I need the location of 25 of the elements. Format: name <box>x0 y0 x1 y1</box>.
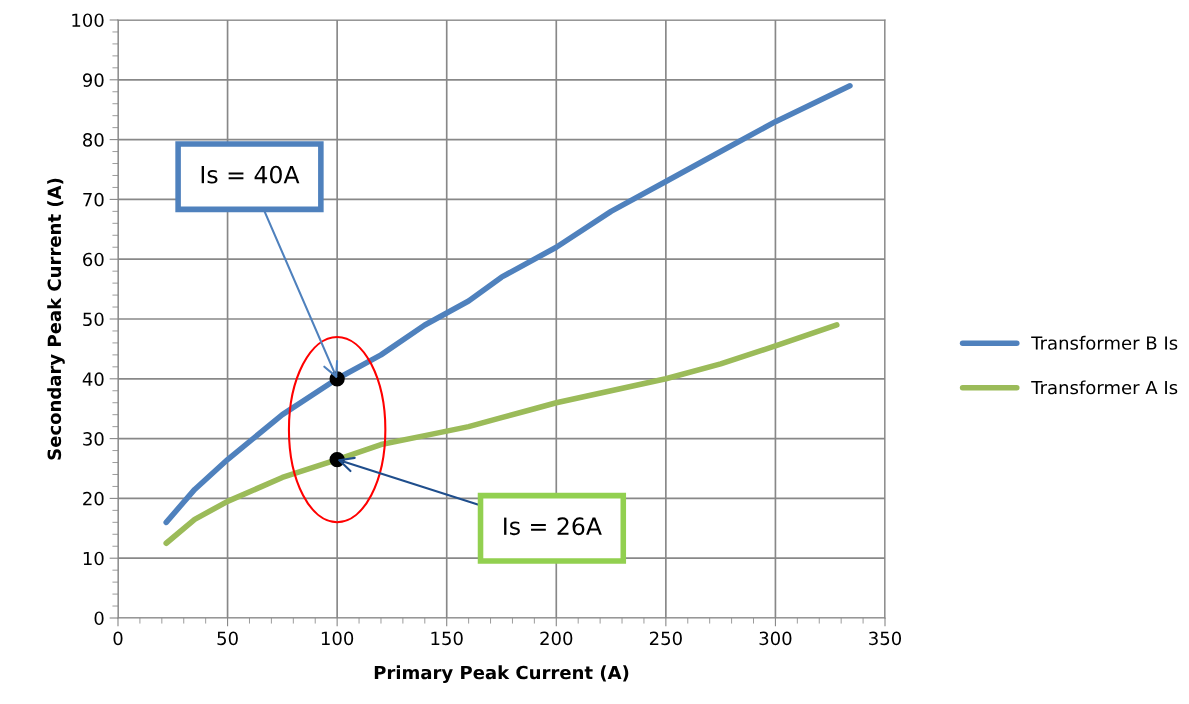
y-tick-label: 10 <box>83 551 104 566</box>
legend-label: Transformer B Is <box>1031 335 1178 350</box>
x-tick-label: 100 <box>321 631 354 646</box>
x-tick-label: 0 <box>113 631 123 646</box>
y-axis-title: Secondary Peak Current (A) <box>47 178 65 460</box>
y-tick-label: 70 <box>83 192 104 207</box>
y-tick-label: 0 <box>94 611 104 626</box>
annotation: Is = 40A <box>201 165 300 184</box>
x-tick-label: 250 <box>649 631 682 646</box>
y-tick-label: 100 <box>72 13 104 28</box>
x-axis-title: Primary Peak Current (A) <box>374 665 629 683</box>
x-tick-label: 50 <box>217 631 238 646</box>
y-tick-label: 80 <box>83 133 104 147</box>
x-tick-label: 350 <box>869 631 902 646</box>
y-tick-label: 30 <box>83 432 104 446</box>
y-tick-label: 50 <box>83 312 104 327</box>
x-tick-label: 300 <box>759 631 792 646</box>
y-tick-label: 90 <box>82 73 104 87</box>
y-tick-label: 40 <box>82 372 104 386</box>
y-tick-label: 20 <box>83 491 104 506</box>
annotation: Is = 26A <box>504 517 602 536</box>
x-tick-label: 200 <box>540 631 573 646</box>
x-tick-label: 150 <box>431 631 463 646</box>
legend-label: Transformer A Is <box>1031 380 1178 395</box>
y-tick-label: 60 <box>83 252 104 267</box>
